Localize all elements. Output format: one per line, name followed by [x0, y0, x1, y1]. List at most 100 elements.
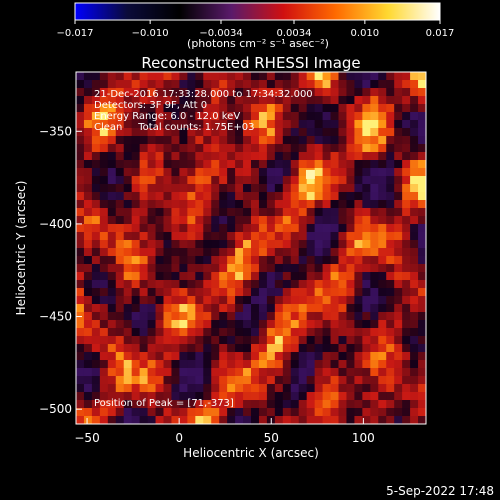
heatmap-cell: [338, 264, 348, 273]
heatmap-cell: [378, 144, 387, 153]
heatmap-cell: [298, 136, 308, 145]
heatmap-cell: [410, 160, 419, 169]
heatmap-cell: [131, 408, 141, 417]
heatmap-cell: [195, 376, 204, 385]
heatmap-cell: [107, 400, 117, 409]
heatmap-cell: [235, 128, 244, 137]
heatmap-cell: [171, 272, 181, 281]
heatmap-cell: [147, 376, 157, 385]
heatmap-cell: [258, 208, 268, 217]
heatmap-cell: [306, 384, 316, 393]
heatmap-cell: [203, 264, 212, 273]
heatmap-cell: [83, 392, 93, 401]
heatmap-cell: [243, 416, 252, 424]
heatmap-cell: [346, 72, 356, 81]
heatmap-cell: [76, 168, 85, 177]
heatmap-cell: [163, 360, 173, 369]
heatmap-cell: [123, 360, 133, 369]
heatmap-cell: [274, 72, 284, 81]
heatmap-cell: [211, 120, 220, 129]
heatmap-cell: [83, 360, 93, 369]
heatmap-cell: [322, 264, 332, 273]
heatmap-cell: [322, 72, 332, 81]
heatmap-cell: [76, 248, 85, 257]
heatmap-cell: [131, 144, 141, 153]
heatmap-cell: [195, 248, 204, 257]
heatmap-cell: [338, 112, 348, 121]
heatmap-cell: [203, 392, 212, 401]
heatmap-cell: [187, 120, 196, 129]
heatmap-cell: [378, 296, 387, 305]
heatmap-cell: [139, 200, 149, 209]
heatmap-cell: [410, 304, 419, 313]
heatmap-cell: [147, 160, 157, 169]
heatmap-cell: [235, 160, 244, 169]
heatmap-cell: [83, 120, 93, 129]
heatmap-cell: [147, 80, 157, 89]
heatmap-cell: [314, 288, 324, 297]
heatmap-cell: [370, 160, 379, 169]
heatmap-cell: [99, 400, 109, 409]
heatmap-cell: [251, 152, 260, 161]
heatmap-cell: [410, 360, 419, 369]
heatmap-cell: [282, 376, 292, 385]
heatmap-cell: [155, 184, 165, 193]
heatmap-cell: [203, 208, 212, 217]
heatmap-cell: [187, 248, 196, 257]
heatmap-cell: [123, 376, 133, 385]
heatmap-cell: [386, 144, 395, 153]
heatmap-cell: [314, 184, 324, 193]
heatmap-cell: [155, 136, 165, 145]
heatmap-cell: [266, 216, 276, 225]
heatmap-cell: [266, 112, 276, 121]
heatmap-cell: [179, 288, 188, 297]
heatmap-cell: [195, 416, 204, 424]
heatmap-cell: [306, 80, 316, 89]
heatmap-cell: [83, 328, 93, 337]
heatmap-cell: [235, 304, 244, 313]
heatmap-cell: [274, 184, 284, 193]
heatmap-cell: [402, 96, 411, 105]
heatmap-cell: [187, 96, 196, 105]
heatmap-cell: [163, 408, 173, 417]
heatmap-cell: [155, 104, 165, 113]
x-tick-label: 50: [264, 431, 279, 445]
heatmap-cell: [338, 312, 348, 321]
heatmap-cell: [370, 176, 379, 185]
heatmap-cell: [163, 104, 173, 113]
heatmap-cell: [131, 104, 141, 113]
heatmap-cell: [362, 136, 371, 145]
heatmap-cell: [378, 264, 387, 273]
heatmap-cell: [370, 392, 379, 401]
heatmap-cell: [163, 192, 173, 201]
heatmap-cell: [243, 216, 252, 225]
heatmap-cell: [123, 320, 133, 329]
heatmap-cell: [187, 200, 196, 209]
heatmap-cell: [322, 320, 332, 329]
heatmap-cell: [243, 104, 252, 113]
heatmap-cell: [282, 264, 292, 273]
heatmap-cell: [258, 376, 268, 385]
heatmap-cell: [99, 144, 109, 153]
heatmap-cell: [179, 280, 188, 289]
heatmap-cell: [115, 88, 125, 97]
heatmap-cell: [76, 408, 85, 417]
heatmap-cell: [314, 344, 324, 353]
heatmap-cell: [290, 120, 300, 129]
heatmap-cell: [99, 120, 109, 129]
heatmap-cell: [346, 144, 356, 153]
heatmap-cell: [282, 272, 292, 281]
heatmap-cell: [386, 352, 395, 361]
heatmap-cell: [203, 296, 212, 305]
heatmap-cell: [107, 176, 117, 185]
heatmap-cell: [123, 272, 133, 281]
heatmap-cell: [83, 384, 93, 393]
heatmap-cell: [258, 352, 268, 361]
heatmap-cell: [274, 400, 284, 409]
heatmap-cell: [322, 88, 332, 97]
heatmap-cell: [99, 312, 109, 321]
heatmap-cell: [346, 280, 356, 289]
heatmap-cell: [338, 200, 348, 209]
heatmap-cell: [418, 392, 426, 401]
heatmap-cell: [378, 216, 387, 225]
